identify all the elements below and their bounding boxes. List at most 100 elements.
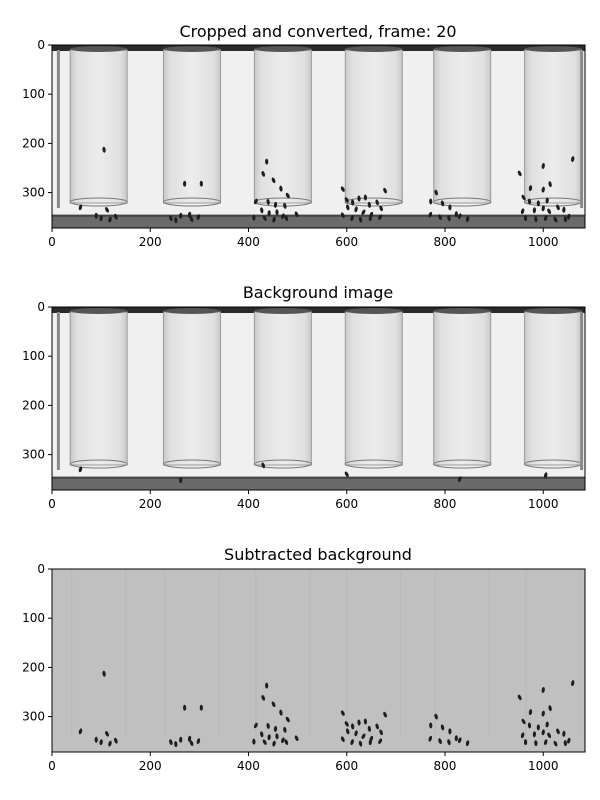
tube-base [163, 459, 221, 469]
fly [272, 740, 276, 747]
fly [541, 687, 545, 693]
x-tick-label: 0 [48, 497, 56, 511]
rack-rail [56, 50, 60, 208]
x-tick-label: 1000 [528, 759, 559, 773]
y-tick-label: 0 [37, 38, 45, 52]
fly [457, 476, 462, 483]
fly [440, 200, 445, 207]
background-image [52, 307, 585, 490]
tube-base [69, 197, 128, 207]
fly [363, 718, 368, 725]
fly [344, 471, 349, 477]
axes-frame [51, 44, 586, 229]
panel-title: Cropped and converted, frame: 20 [179, 22, 456, 41]
fly [261, 171, 266, 177]
fly [265, 682, 269, 689]
fly [541, 710, 545, 717]
fly [285, 192, 290, 199]
fly [528, 709, 533, 716]
fly [383, 711, 387, 718]
fly [562, 206, 566, 213]
rack-rail [580, 50, 584, 208]
fly [294, 735, 299, 742]
fly [196, 738, 201, 745]
fly [361, 733, 366, 740]
fly [375, 723, 379, 730]
fly [440, 724, 445, 731]
tube [433, 49, 492, 204]
tube-cap [163, 46, 221, 52]
fly [523, 215, 528, 222]
x-tick-label: 800 [434, 497, 457, 511]
panel-background: Background image 0 200 400 600 800 1000 0 100 20… [22, 283, 586, 511]
fly [78, 466, 83, 473]
fly [553, 216, 558, 223]
x-tick-label: 400 [237, 235, 260, 249]
fly [187, 211, 192, 218]
fly [567, 213, 571, 220]
fly [357, 195, 361, 202]
tube-base [69, 459, 128, 469]
tube [344, 311, 403, 466]
fly [285, 716, 290, 723]
fly [350, 739, 354, 746]
fly [367, 201, 371, 208]
fly [358, 216, 363, 223]
fly [534, 216, 538, 223]
x-tick-label: 800 [434, 235, 457, 249]
fly [78, 728, 83, 735]
fly [179, 736, 183, 743]
y-tick-label: 300 [22, 186, 45, 200]
y-tick-label: 300 [22, 448, 45, 462]
x-tick-label: 200 [139, 497, 162, 511]
fly [199, 704, 203, 711]
tube-base [433, 197, 492, 207]
tube-base [433, 459, 492, 469]
fly [354, 730, 358, 737]
fly [351, 199, 355, 206]
fly [266, 722, 270, 729]
fly [520, 732, 525, 739]
fly [108, 216, 112, 223]
fly [438, 214, 442, 221]
tube-base [344, 459, 403, 469]
fly [465, 216, 470, 223]
y-tick-label: 200 [22, 136, 45, 150]
fly [434, 189, 438, 196]
fly [266, 198, 270, 205]
rack-top [52, 307, 585, 313]
fly [521, 194, 526, 201]
panel-subtracted: Subtracted background 0 200 400 600 800 10000… [22, 545, 586, 773]
fly [465, 740, 470, 747]
fly [536, 724, 540, 731]
fly [260, 207, 264, 214]
fly [448, 204, 452, 211]
fly [447, 215, 451, 222]
fly [375, 199, 379, 206]
x-tick-label: 0 [48, 235, 56, 249]
y-tick-label: 100 [22, 611, 45, 625]
fly [265, 158, 269, 165]
fly [367, 725, 371, 732]
tube [69, 311, 128, 466]
fly [108, 740, 112, 747]
fly [196, 214, 201, 221]
fly [438, 738, 442, 745]
fly [271, 701, 276, 708]
tube-cap [70, 46, 128, 52]
y-tick-label: 0 [37, 562, 45, 576]
frame-axes: 0 200 400 600 800 1000 0 100 200 300 [22, 38, 586, 249]
tube [163, 49, 221, 204]
fly [534, 740, 538, 747]
fly [189, 216, 194, 222]
fly [543, 215, 548, 222]
fly [358, 740, 363, 747]
x-tick-label: 0 [48, 759, 56, 773]
x-tick-label: 800 [434, 759, 457, 773]
fly [354, 206, 358, 213]
fly [174, 217, 178, 224]
fly [429, 198, 433, 205]
tube-cap [254, 46, 312, 52]
fly [434, 713, 438, 720]
image-backdrop [52, 569, 585, 752]
